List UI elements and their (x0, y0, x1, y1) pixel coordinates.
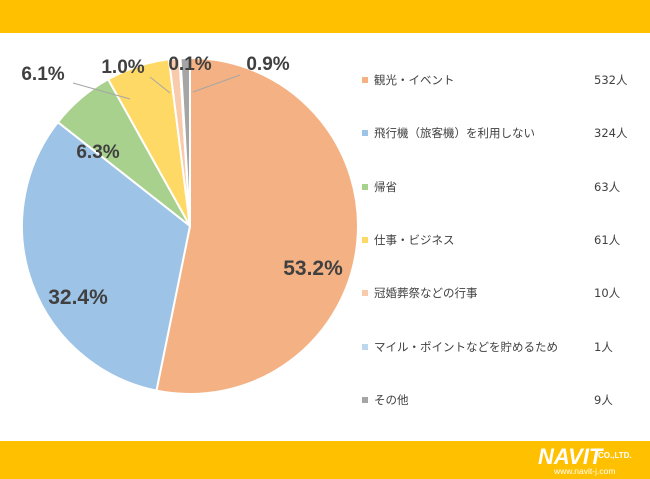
legend-item-1: 観光・イベント 532人 (362, 71, 632, 89)
logo-name: NAVIT (538, 444, 603, 469)
logo-suffix: CO.,LTD. (598, 451, 632, 460)
legend-item-4: 仕事・ビジネス 61人 (362, 231, 632, 249)
slice-percent-label-3: 6.3% (76, 142, 119, 163)
pie-chart-svg: 53.2% 32.4% 6.3% 6.1% 1.0% 0.1% 0.9% (21, 54, 359, 395)
legend-label-6: マイル・ポイントなどを貯めるため (374, 339, 558, 354)
top-band (0, 0, 650, 33)
legend-label-4: 仕事・ビジネス (374, 232, 455, 247)
logo-url: www.navit-j.com (554, 466, 616, 476)
slice-percent-label-6: 0.1% (168, 54, 211, 75)
slice-percent-label-2: 32.4% (48, 286, 108, 309)
legend-count-2: 324人 (594, 126, 628, 141)
legend-swatch-7 (362, 396, 368, 403)
slice-percent-label-7: 0.9% (246, 54, 289, 75)
legend-item-6: マイル・ポイントなどを貯めるため 1人 (362, 338, 632, 356)
legend-label-3: 帰省 (374, 179, 397, 194)
leader-line-7 (192, 74, 241, 93)
legend-item-3: 帰省 63人 (362, 178, 632, 196)
leader-line-6 (185, 76, 188, 93)
legend-swatch-5 (362, 290, 368, 297)
legend-swatch-6 (362, 343, 368, 350)
legend-swatch-4 (362, 236, 368, 243)
bottom-band (0, 441, 650, 479)
legend-label-7: その他 (374, 392, 409, 407)
legend-count-5: 10人 (594, 286, 621, 301)
pie-slice-7 (179, 56, 191, 227)
slice-percent-label-4: 6.1% (21, 64, 64, 85)
legend-label-1: 観光・イベント (374, 73, 455, 87)
legend-item-5: 冠婚葬祭などの行事 10人 (362, 284, 632, 302)
legend-label-2: 飛行機（旅客機）を利用しない (374, 126, 535, 141)
legend-item-7: その他 9人 (362, 391, 632, 409)
leader-line-4 (72, 82, 131, 100)
company-logo: NAVIT CO.,LTD. www.navit-j.com (538, 443, 648, 477)
pie-slice-2 (21, 120, 192, 392)
legend-swatch-2 (362, 130, 368, 137)
pie-chart: 53.2% 32.4% 6.3% 6.1% 1.0% 0.1% 0.9% (0, 33, 650, 441)
pie-slice-1 (155, 56, 359, 395)
legend-count-4: 61人 (594, 232, 621, 247)
slice-percent-label-5: 1.0% (101, 57, 144, 78)
legend-item-2: 飛行機（旅客機）を利用しない 324人 (362, 124, 632, 142)
legend-label-5: 冠婚葬祭などの行事 (374, 286, 478, 301)
leader-line-5 (149, 76, 171, 94)
slice-percent-label-1: 53.2% (283, 257, 343, 280)
legend-count-6: 1人 (594, 339, 613, 354)
legend-swatch-1 (362, 77, 368, 83)
legend-count-7: 9人 (594, 392, 613, 407)
legend-swatch-3 (362, 183, 368, 190)
legend-count-3: 63人 (594, 179, 621, 194)
chart-legend: 観光・イベント 532人飛行機（旅客機）を利用しない 324人帰省 63人仕事・ビジネ… (362, 33, 647, 441)
legend-count-1: 532人 (594, 73, 628, 87)
